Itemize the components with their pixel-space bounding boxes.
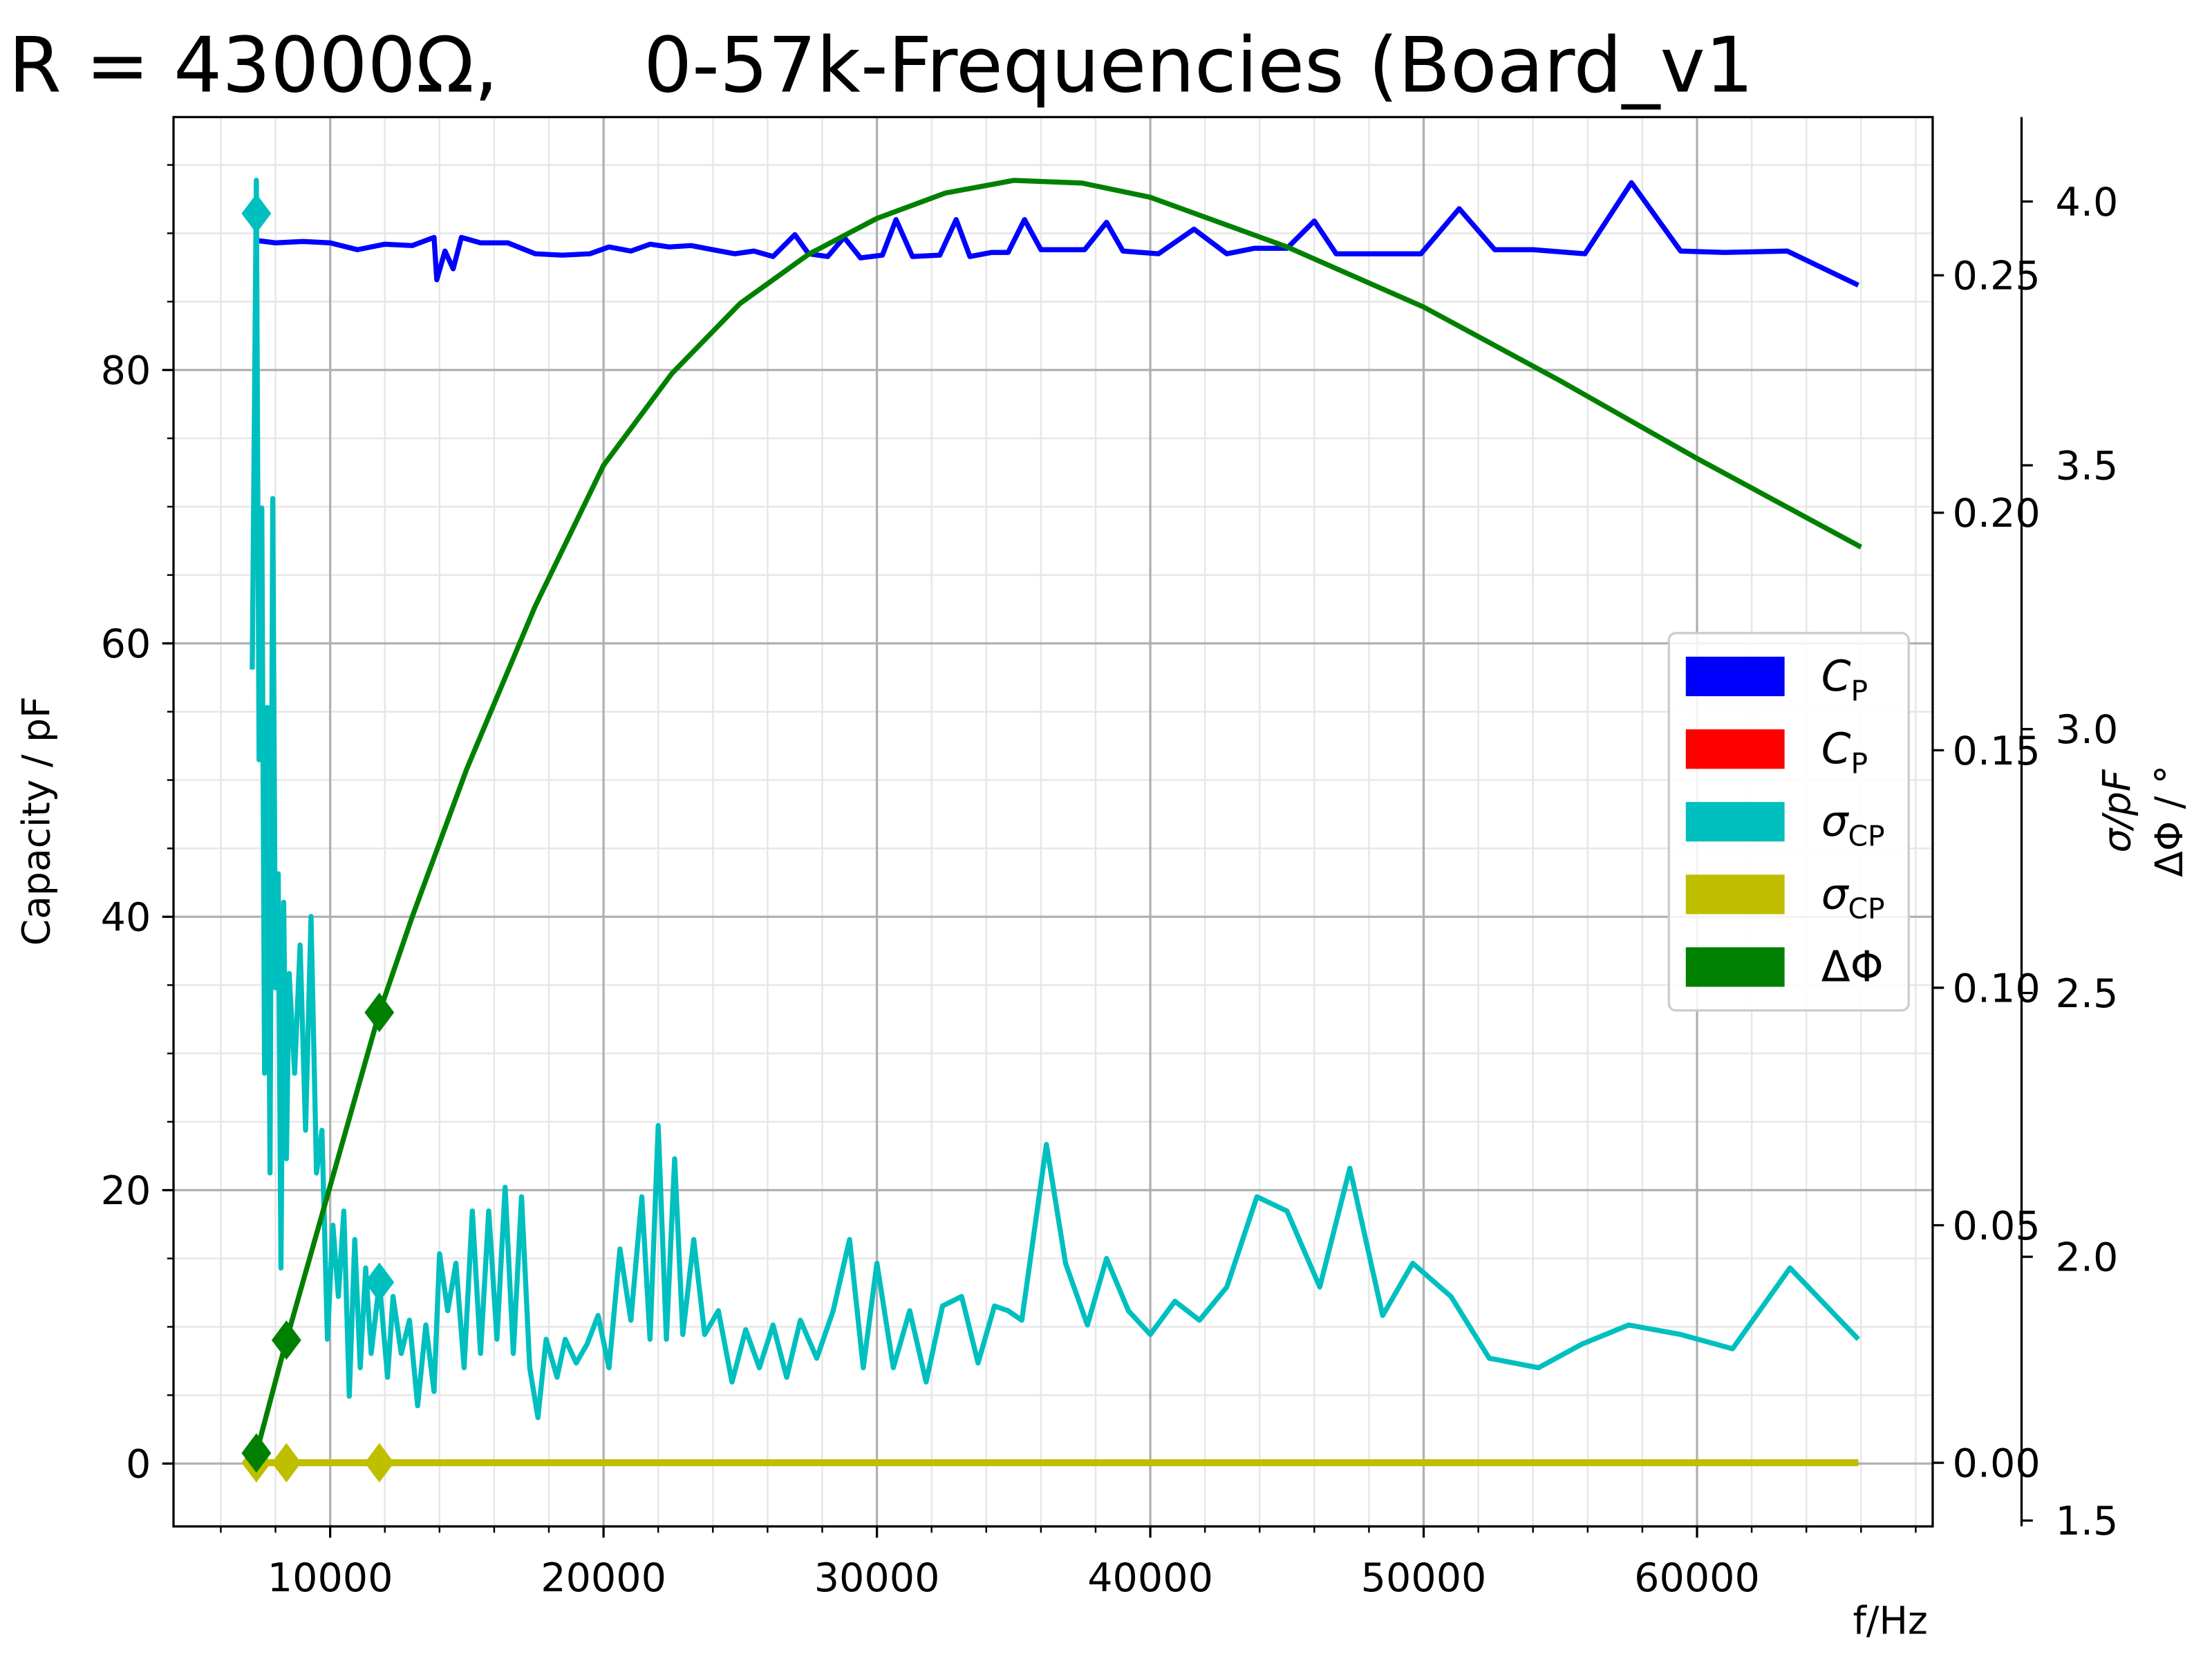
y2-tick-label: 0.05 (1952, 1203, 2040, 1249)
legend-label: CP (1821, 652, 1868, 707)
y-tick-label: 0 (126, 1442, 151, 1488)
data-point (364, 1262, 395, 1302)
data-point (271, 1320, 301, 1360)
y3-tick-label: 1.5 (2055, 1499, 2118, 1544)
x-tick-label: 50000 (1361, 1555, 1487, 1601)
legend-swatch (1685, 802, 1785, 842)
y-tick-label: 80 (101, 348, 151, 394)
y2-tick-label: 0.10 (1952, 966, 2040, 1011)
plot-frame (172, 115, 1934, 1528)
legend-label: CP (1821, 724, 1868, 780)
series-line (253, 180, 1859, 288)
legend-swatch (1685, 874, 1785, 915)
y3-tick-label: 3.0 (2055, 707, 2118, 753)
y3-axis-label: ΔΦ / ° (2147, 765, 2191, 877)
x-tick-label: 30000 (814, 1555, 940, 1601)
y-tick-label: 40 (101, 895, 151, 941)
y-tick-label: 20 (101, 1168, 151, 1214)
x-tick-label: 20000 (541, 1555, 666, 1601)
y3-tick-label: 3.5 (2055, 444, 2118, 489)
y2-tick-label: 0.15 (1952, 729, 2040, 774)
legend-swatch (1685, 947, 1785, 987)
y2-tick-label: 0.25 (1952, 254, 2040, 299)
y-axis-label: Capacity / pF (14, 696, 58, 946)
y2-tick-label: 0.00 (1952, 1441, 2040, 1486)
legend-box (1667, 632, 1910, 1012)
y3-tick-label: 2.0 (2055, 1235, 2118, 1281)
legend-swatch (1685, 657, 1785, 697)
y3-tick-label: 2.5 (2055, 971, 2118, 1017)
series-line (250, 178, 1860, 1421)
y3-tick-label: 4.0 (2055, 180, 2118, 225)
legend-label: σCP (1821, 870, 1885, 925)
data-point (364, 1443, 395, 1483)
legend-label: ΔΦ (1821, 942, 1884, 991)
y2-axis-label: σ/pF (2095, 769, 2139, 852)
chart-title: R = 43000Ω, 0-57k-Frequencies (Board_v1 (8, 21, 1754, 110)
x-tick-label: 10000 (268, 1555, 393, 1601)
y-tick-label: 60 (101, 621, 151, 667)
y2-tick-label: 0.20 (1952, 491, 2040, 536)
series-line (254, 178, 1863, 1454)
x-axis-label: f/Hz (1853, 1598, 1928, 1642)
legend-swatch (1685, 729, 1785, 769)
x-tick-label: 60000 (1634, 1555, 1760, 1601)
legend-label: σCP (1821, 797, 1885, 852)
data-point (271, 1443, 301, 1483)
x-tick-label: 40000 (1087, 1555, 1213, 1601)
